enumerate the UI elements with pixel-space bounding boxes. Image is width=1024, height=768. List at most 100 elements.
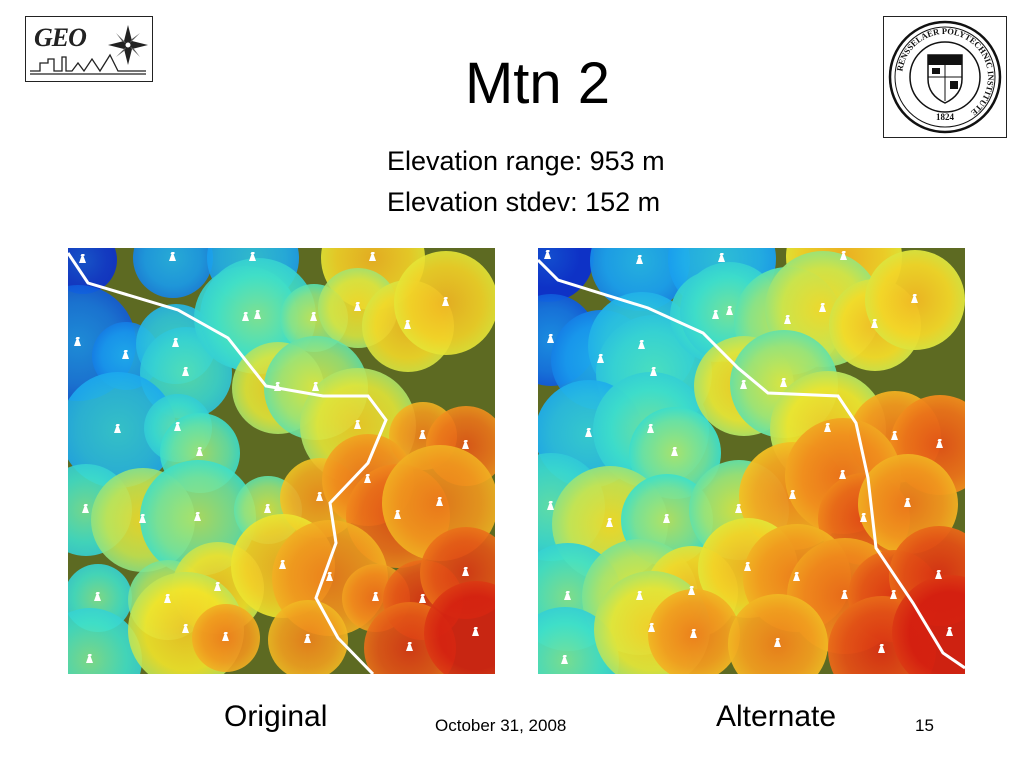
tower-icon xyxy=(274,382,281,391)
tower-icon xyxy=(839,470,846,479)
tower-icon xyxy=(561,655,568,664)
tower-icon xyxy=(774,638,781,647)
road-line xyxy=(68,252,388,674)
tower-icon xyxy=(196,447,203,456)
tower-icon xyxy=(394,510,401,519)
map-alternate xyxy=(538,248,965,674)
tower-icon xyxy=(74,337,81,346)
tower-icon xyxy=(79,254,86,263)
tower-icon xyxy=(789,490,796,499)
tower-icon xyxy=(585,428,592,437)
tower-icon xyxy=(911,294,918,303)
tower-icon xyxy=(663,514,670,523)
tower-icon xyxy=(404,320,411,329)
tower-icon xyxy=(472,627,479,636)
tower-icon xyxy=(904,498,911,507)
tower-icon xyxy=(436,497,443,506)
map-original xyxy=(68,248,495,674)
tower-icon xyxy=(364,474,371,483)
tower-icon xyxy=(744,562,751,571)
tower-icon xyxy=(94,592,101,601)
tower-icon xyxy=(890,590,897,599)
tower-icon xyxy=(174,422,181,431)
footer-date: October 31, 2008 xyxy=(435,716,567,735)
slide-title: Mtn 2 xyxy=(464,51,611,116)
tower-icon xyxy=(82,504,89,513)
tower-icon xyxy=(740,380,747,389)
tower-icon xyxy=(442,297,449,306)
tower-icon xyxy=(86,654,93,663)
tower-icon xyxy=(638,340,645,349)
tower-icon xyxy=(169,252,176,261)
tower-icon xyxy=(726,306,733,315)
tower-icon xyxy=(824,423,831,432)
tower-icon xyxy=(114,424,121,433)
tower-icon xyxy=(547,334,554,343)
tower-icon xyxy=(172,338,179,347)
tower-icon xyxy=(544,250,551,259)
tower-icon xyxy=(819,303,826,312)
tower-icon xyxy=(182,367,189,376)
tower-icon xyxy=(326,572,333,581)
tower-icon xyxy=(946,627,953,636)
tower-icon xyxy=(547,501,554,510)
tower-icon xyxy=(214,582,221,591)
road-line xyxy=(538,258,965,670)
tower-icon xyxy=(648,623,655,632)
tower-icon xyxy=(597,354,604,363)
tower-icon xyxy=(310,312,317,321)
map-original-svg xyxy=(68,248,495,674)
tower-icon xyxy=(194,512,201,521)
tower-icon xyxy=(419,430,426,439)
tower-icon xyxy=(671,447,678,456)
tower-icon xyxy=(312,382,319,391)
tower-icon xyxy=(369,252,376,261)
tower-icon xyxy=(222,632,229,641)
tower-icon xyxy=(647,424,654,433)
tower-icon xyxy=(122,350,129,359)
tower-icon xyxy=(182,624,189,633)
tower-icon xyxy=(878,644,885,653)
tower-icon xyxy=(249,252,256,261)
tower-icon xyxy=(304,634,311,643)
tower-icon xyxy=(139,514,146,523)
tower-icon xyxy=(712,310,719,319)
tower-icon xyxy=(780,378,787,387)
tower-icon xyxy=(164,594,171,603)
tower-icon xyxy=(650,367,657,376)
tower-icon xyxy=(264,504,271,513)
tower-icon xyxy=(279,560,286,569)
tower-icon xyxy=(564,591,571,600)
tower-icon xyxy=(935,570,942,579)
tower-icon xyxy=(690,629,697,638)
caption-original: Original xyxy=(224,700,328,733)
tower-icon xyxy=(688,586,695,595)
geo-logo: GEO xyxy=(25,16,153,82)
tower-icon xyxy=(316,492,323,501)
tower-icon xyxy=(718,253,725,262)
tower-icon xyxy=(354,302,361,311)
map-alternate-svg xyxy=(538,248,965,674)
elevation-stdev-text: Elevation stdev: 152 m xyxy=(387,187,661,217)
tower-icon xyxy=(891,431,898,440)
tower-icon xyxy=(793,572,800,581)
tower-icon xyxy=(841,590,848,599)
tower-icon xyxy=(936,439,943,448)
tower-icon xyxy=(242,312,249,321)
seal-year: 1824 xyxy=(936,112,955,122)
tower-icon xyxy=(606,518,613,527)
tower-icon xyxy=(372,592,379,601)
caption-alternate: Alternate xyxy=(716,700,837,733)
compass-rose-icon xyxy=(108,25,148,65)
tower-icon xyxy=(354,420,361,429)
tower-icon xyxy=(871,319,878,328)
tower-icon xyxy=(636,255,643,264)
elevation-range-text: Elevation range: 953 m xyxy=(387,146,665,176)
tower-icon xyxy=(419,594,426,603)
rpi-seal: RENSSELAER POLYTECHNIC INSTITUTE 1824 xyxy=(883,16,1007,138)
tower-icon xyxy=(462,440,469,449)
tower-icon xyxy=(784,315,791,324)
tower-icon xyxy=(462,567,469,576)
tower-icon xyxy=(406,642,413,651)
tower-icon xyxy=(254,310,261,319)
